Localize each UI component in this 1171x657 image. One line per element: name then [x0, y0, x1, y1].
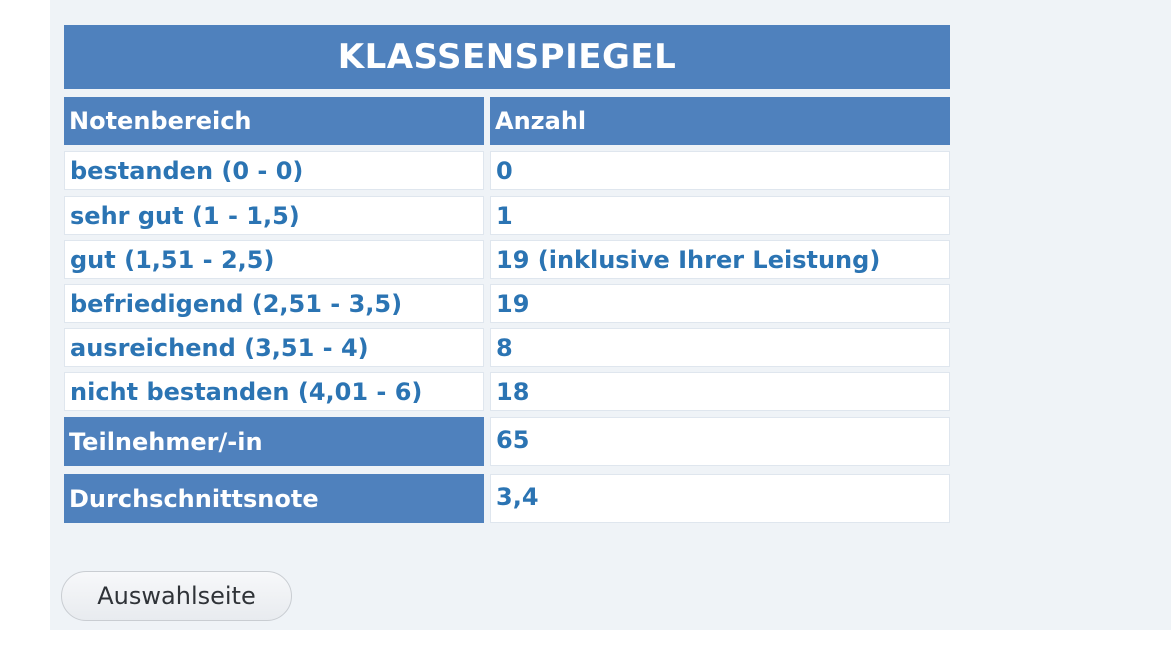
row-count-sehr-gut: 1 — [490, 196, 950, 235]
row-count-gut: 19 (inklusive Ihrer Leistung) — [490, 240, 950, 279]
row-range-bestanden: bestanden (0 - 0) — [64, 151, 484, 190]
row-range-ausreichend: ausreichend (3,51 - 4) — [64, 328, 484, 367]
average-value: 3,4 — [490, 474, 950, 523]
row-range-befriedigend: befriedigend (2,51 - 3,5) — [64, 284, 484, 323]
table-title: KLASSENSPIEGEL — [64, 25, 950, 89]
row-count-nicht-bestanden: 18 — [490, 372, 950, 411]
selection-page-button[interactable]: Auswahlseite — [61, 571, 292, 621]
row-range-gut: gut (1,51 - 2,5) — [64, 240, 484, 279]
column-header-range: Notenbereich — [64, 97, 484, 145]
row-count-ausreichend: 8 — [490, 328, 950, 367]
row-range-nicht-bestanden: nicht bestanden (4,01 - 6) — [64, 372, 484, 411]
row-count-bestanden: 0 — [490, 151, 950, 190]
row-range-sehr-gut: sehr gut (1 - 1,5) — [64, 196, 484, 235]
row-count-befriedigend: 19 — [490, 284, 950, 323]
participants-value: 65 — [490, 417, 950, 466]
column-header-count: Anzahl — [490, 97, 950, 145]
average-label: Durchschnittsnote — [64, 474, 484, 523]
participants-label: Teilnehmer/-in — [64, 417, 484, 466]
